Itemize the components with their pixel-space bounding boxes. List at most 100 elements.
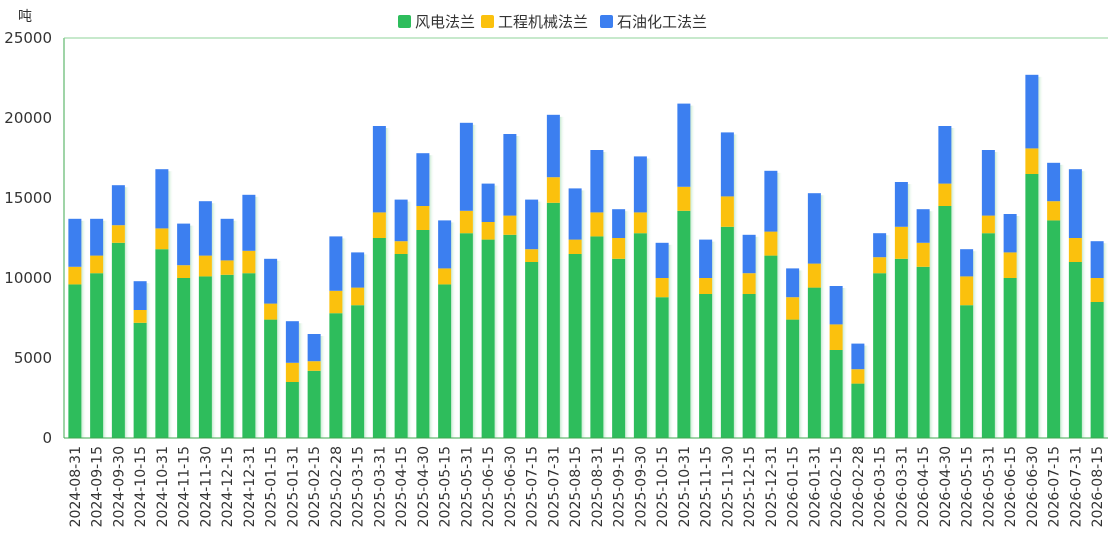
bar-shadow bbox=[494, 185, 500, 438]
bar-segment bbox=[960, 305, 974, 438]
bar-segment bbox=[372, 212, 386, 238]
bar-segment bbox=[90, 273, 104, 438]
x-tick-label: 2025-09-30 bbox=[633, 446, 649, 527]
bar-segment bbox=[807, 193, 821, 264]
bar-segment bbox=[68, 218, 82, 267]
bar-segment bbox=[1068, 169, 1082, 238]
bar-segment bbox=[764, 255, 778, 438]
bar-segment bbox=[155, 169, 169, 229]
bar-shadow bbox=[81, 220, 87, 438]
x-tick-label: 2025-12-15 bbox=[742, 446, 758, 527]
y-tick-label: 5000 bbox=[14, 349, 52, 367]
bar-segment bbox=[351, 252, 365, 288]
bar-segment bbox=[894, 258, 908, 438]
bar-segment bbox=[851, 343, 865, 370]
bar-shadow bbox=[712, 241, 718, 438]
bar-segment bbox=[590, 236, 604, 438]
bar-segment bbox=[938, 126, 952, 184]
x-tick-label: 2025-07-31 bbox=[546, 446, 562, 527]
bar-segment bbox=[351, 287, 365, 306]
bar-shadow bbox=[668, 244, 674, 438]
x-tick-label: 2025-12-31 bbox=[764, 446, 780, 527]
bar-segment bbox=[198, 201, 212, 256]
bar-segment bbox=[829, 286, 843, 325]
legend-label: 工程机械法兰 bbox=[498, 13, 588, 31]
x-tick-label: 2026-01-31 bbox=[807, 446, 823, 527]
bar-shadow bbox=[799, 270, 805, 438]
bar-segment bbox=[351, 305, 365, 438]
bar-segment bbox=[133, 310, 147, 323]
bar-shadow bbox=[146, 283, 152, 438]
bar-segment bbox=[590, 212, 604, 237]
bar-shadow bbox=[472, 124, 478, 439]
bar-segment bbox=[525, 262, 539, 438]
y-axis-unit-label: 吨 bbox=[18, 9, 32, 25]
x-tick-label: 2026-04-30 bbox=[938, 446, 954, 527]
bar-shadow bbox=[277, 260, 283, 438]
bar-shadow bbox=[103, 220, 109, 438]
x-tick-label: 2024-11-30 bbox=[198, 446, 214, 527]
bar-shadow bbox=[864, 345, 870, 438]
x-tick-label: 2025-01-15 bbox=[264, 446, 280, 527]
y-tick-label: 25000 bbox=[4, 29, 52, 47]
bar-segment bbox=[503, 215, 517, 235]
bar-shadow bbox=[646, 158, 652, 438]
bar-segment bbox=[894, 226, 908, 259]
x-tick-label: 2025-05-15 bbox=[438, 446, 454, 527]
bar-segment bbox=[242, 273, 256, 438]
bar-segment bbox=[525, 199, 539, 250]
bar-segment bbox=[590, 150, 604, 213]
bar-shadow bbox=[168, 171, 174, 438]
x-tick-label: 2025-07-15 bbox=[525, 446, 541, 527]
x-tick-label: 2024-09-30 bbox=[111, 446, 127, 527]
bar-shadow bbox=[320, 336, 326, 438]
bar-segment bbox=[633, 212, 647, 234]
bar-segment bbox=[1025, 174, 1039, 438]
legend-swatch bbox=[398, 15, 411, 28]
x-tick-label: 2026-06-30 bbox=[1025, 446, 1041, 527]
bar-segment bbox=[960, 276, 974, 306]
y-axis-ticks: 0 5000 10000 15000 20000 25000 bbox=[4, 29, 52, 447]
bar-segment bbox=[938, 183, 952, 206]
bar-segment bbox=[655, 297, 669, 438]
bar-segment bbox=[1090, 278, 1104, 302]
bar-segment bbox=[742, 273, 756, 294]
bar-segment bbox=[786, 319, 800, 438]
bar-segment bbox=[568, 188, 582, 240]
bar-shadow bbox=[951, 128, 957, 438]
bar-segment bbox=[612, 238, 626, 259]
bar-segment bbox=[546, 202, 560, 438]
bar-segment bbox=[786, 268, 800, 298]
bar-segment bbox=[1003, 214, 1017, 253]
x-tick-label: 2025-10-31 bbox=[677, 446, 693, 527]
bar-segment bbox=[873, 233, 887, 258]
bar-segment bbox=[329, 313, 343, 438]
y-tick-label: 20000 bbox=[4, 109, 52, 127]
x-tick-label: 2024-12-31 bbox=[242, 446, 258, 527]
x-tick-label: 2025-04-15 bbox=[394, 446, 410, 527]
bar-segment bbox=[503, 234, 517, 438]
bar-shadow bbox=[385, 128, 391, 438]
bar-segment bbox=[155, 249, 169, 438]
y-tick-label: 10000 bbox=[4, 269, 52, 287]
bar-segment bbox=[155, 228, 169, 250]
x-tick-label: 2026-03-31 bbox=[894, 446, 910, 527]
bar-shadow bbox=[733, 134, 739, 438]
bar-segment bbox=[394, 241, 408, 254]
bar-shadow bbox=[1103, 243, 1109, 438]
bar-segment bbox=[133, 322, 147, 438]
x-tick-label: 2025-04-30 bbox=[416, 446, 432, 527]
bar-segment bbox=[459, 210, 473, 234]
bar-shadows bbox=[81, 76, 1109, 439]
x-tick-label: 2026-01-15 bbox=[786, 446, 802, 527]
bar-segment bbox=[699, 278, 713, 294]
bar-segment bbox=[177, 223, 191, 266]
bar-segment bbox=[807, 263, 821, 288]
x-tick-label: 2026-07-31 bbox=[1068, 446, 1084, 527]
bar-segment bbox=[264, 258, 278, 304]
x-tick-label: 2025-03-31 bbox=[372, 446, 388, 527]
x-tick-label: 2025-03-15 bbox=[351, 446, 367, 527]
bar-segment bbox=[1090, 302, 1104, 438]
x-tick-label: 2026-05-15 bbox=[960, 446, 976, 527]
bar-segment bbox=[1047, 162, 1061, 202]
